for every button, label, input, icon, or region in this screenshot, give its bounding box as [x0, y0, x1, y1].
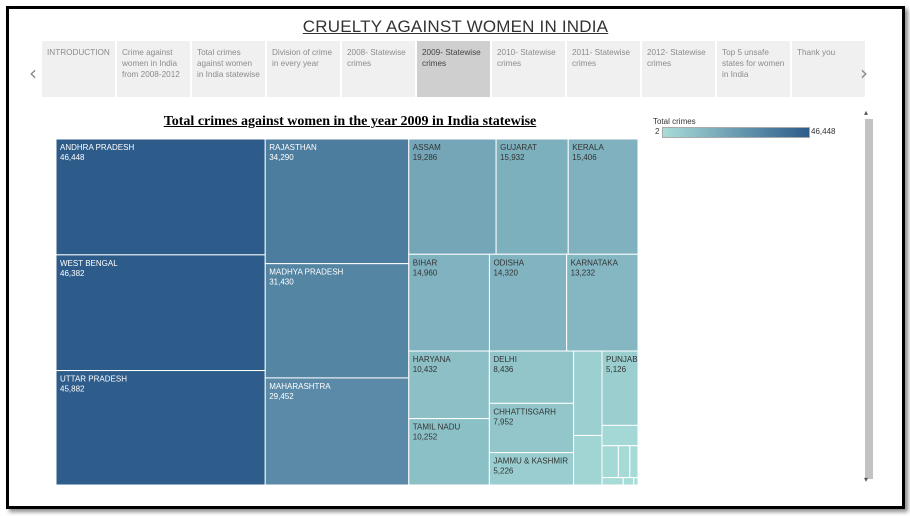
story-tab-10[interactable]: Top 5 unsafe states for women in India: [717, 41, 790, 97]
treemap-cell-small-17[interactable]: [573, 350, 603, 436]
treemap-cell-madhya-pradesh[interactable]: [264, 263, 410, 379]
treemap-cell-small-20[interactable]: [601, 424, 638, 447]
treemap-cell-andhra-pradesh[interactable]: [56, 139, 266, 256]
treemap-value-label: 46,382: [60, 269, 85, 278]
treemap-cell-assam[interactable]: [408, 139, 497, 255]
scrollbar[interactable]: [865, 119, 873, 479]
scroll-up-icon[interactable]: ▴: [864, 108, 869, 117]
treemap-value-label: 29,452: [269, 392, 294, 401]
story-tab-11[interactable]: Thank you: [792, 41, 865, 97]
treemap-value-label: 15,406: [572, 153, 597, 162]
treemap-value-label: 15,932: [500, 153, 525, 162]
treemap-cell-small-23[interactable]: [629, 445, 638, 479]
treemap-value-label: 31,430: [269, 278, 294, 287]
treemap-cell-small-26[interactable]: [633, 477, 638, 485]
treemap-cell-bihar[interactable]: [408, 253, 490, 352]
treemap-label: JAMMU & KASHMIR: [493, 457, 568, 466]
treemap-cell-uttar-pradesh[interactable]: [56, 370, 266, 485]
treemap-value-label: 13,232: [571, 268, 596, 277]
scroll-down-icon[interactable]: ▾: [864, 475, 869, 484]
chart-title: Total crimes against women in the year 2…: [163, 114, 537, 129]
treemap-cell-haryana[interactable]: [408, 350, 490, 420]
treemap-value-label: 46,448: [60, 153, 85, 162]
treemap-cell-kerala[interactable]: [567, 139, 638, 255]
treemap-cell-west-bengal[interactable]: [56, 254, 266, 372]
treemap-label: DELHI: [493, 355, 517, 364]
treemap-cell-maharashtra[interactable]: [264, 377, 410, 485]
treemap-label: KARNATAKA: [571, 258, 619, 267]
treemap-label: TAMIL NADU: [413, 423, 461, 432]
treemap-label: CHHATTISGARH: [493, 407, 556, 416]
story-tab-5[interactable]: 2008- Statewise crimes: [342, 41, 415, 97]
treemap-label: WEST BENGAL: [60, 259, 118, 268]
treemap-cell-odisha[interactable]: [488, 253, 568, 352]
legend-min-label: 2: [655, 127, 660, 136]
treemap-label: GUJARAT: [500, 143, 537, 152]
treemap-label: HARYANA: [413, 355, 452, 364]
treemap-cell-small-24[interactable]: [601, 477, 624, 485]
treemap-label: MADHYA PRADESH: [269, 268, 343, 277]
treemap-label: PUNJAB: [606, 355, 638, 364]
legend-title: Total crimes: [653, 117, 696, 126]
story-tab-4[interactable]: Division of crime in every year: [267, 41, 340, 97]
treemap-label: RAJASTHAN: [269, 143, 317, 152]
treemap-label: UTTAR PRADESH: [60, 375, 127, 384]
treemap-value-label: 34,290: [269, 153, 294, 162]
story-frame: CRUELTY AGAINST WOMEN IN INDIA ‹ INTRODU…: [6, 6, 905, 509]
treemap-cell-small-18[interactable]: [573, 434, 603, 485]
treemap-value-label: 7,952: [493, 417, 514, 426]
treemap-value-label: 10,252: [413, 433, 438, 442]
treemap-cell-karnataka[interactable]: [566, 253, 638, 352]
treemap-value-label: 19,286: [413, 153, 438, 162]
treemap-value-label: 5,226: [493, 467, 514, 476]
treemap-label: ASSAM: [413, 143, 441, 152]
treemap-cell-chhattisgarh[interactable]: [488, 402, 575, 454]
treemap-value-label: 10,432: [413, 365, 438, 374]
treemap-value-label: 14,320: [493, 268, 518, 277]
treemap-value-label: 45,882: [60, 385, 85, 394]
treemap-cell-jammu-kashmir[interactable]: [488, 452, 575, 485]
treemap-value-label: 5,126: [606, 365, 627, 374]
treemap-value-label: 14,960: [413, 268, 438, 277]
treemap-label: ODISHA: [493, 258, 524, 267]
story-tabs: INTRODUCTION Crime against women in India…: [42, 41, 865, 97]
treemap-cell-small-25[interactable]: [622, 477, 635, 485]
legend-max-label: 46,448: [811, 127, 836, 136]
treemap-label: BIHAR: [413, 258, 438, 267]
story-tab-9[interactable]: 2012- Statewise crimes: [642, 41, 715, 97]
treemap-cell-punjab[interactable]: [601, 350, 638, 426]
story-tab-2[interactable]: Crime against women in India from 2008-2…: [117, 41, 190, 97]
chevron-left-icon[interactable]: ‹: [29, 61, 37, 85]
story-tab-1[interactable]: INTRODUCTION: [42, 41, 115, 97]
chevron-right-icon[interactable]: ›: [860, 61, 868, 85]
legend-color-bar: [662, 127, 810, 138]
treemap-cell-rajasthan[interactable]: [264, 139, 410, 265]
treemap-value-label: 8,436: [493, 365, 514, 374]
treemap-label: KERALA: [572, 143, 604, 152]
treemap-label: ANDHRA PRADESH: [60, 143, 134, 152]
story-tab-7[interactable]: 2010- Statewise crimes: [492, 41, 565, 97]
treemap-cell-small-22[interactable]: [617, 445, 631, 479]
treemap-label: MAHARASHTRA: [269, 382, 331, 391]
story-tab-8[interactable]: 2011- Statewise crimes: [567, 41, 640, 97]
story-tab-6[interactable]: 2009- Statewise crimes: [417, 41, 490, 97]
story-title: CRUELTY AGAINST WOMEN IN INDIA: [302, 17, 609, 36]
story-tab-3[interactable]: Total crimes against women in India stat…: [192, 41, 265, 97]
treemap-cell-small-21[interactable]: [601, 445, 619, 479]
treemap-cell-delhi[interactable]: [488, 350, 575, 404]
